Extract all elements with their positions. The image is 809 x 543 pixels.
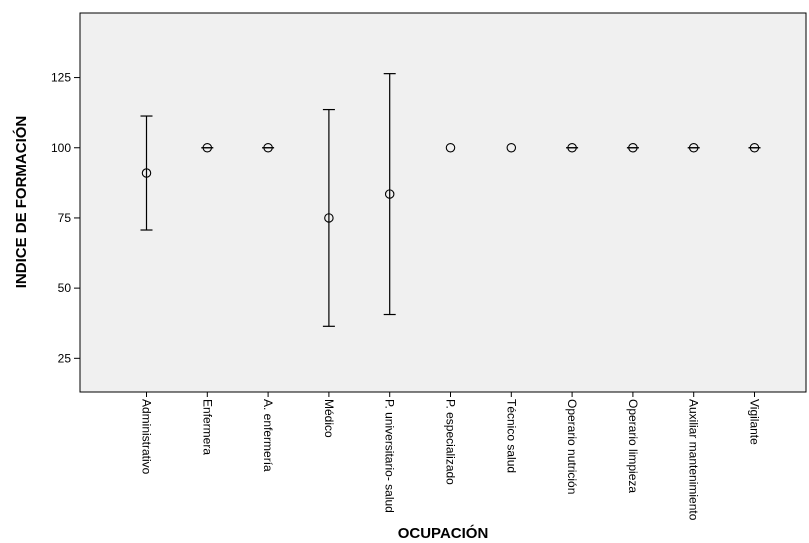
x-category-label-5: P. universitario- salud [383, 399, 397, 513]
x-category-label-10: Auxiliar mantenimiento [687, 399, 701, 521]
x-category-label-8: Operario nutrición [565, 399, 579, 494]
y-tick-label-125: 125 [51, 71, 71, 85]
x-category-label-4: Médico [322, 399, 336, 438]
x-category-label-2: Enfermera [200, 399, 214, 455]
mean-point-6 [445, 143, 456, 153]
x-category-label-9: Operario limpieza [626, 399, 640, 493]
chart-marks [140, 73, 761, 327]
x-category-label-1: Administrativo [140, 399, 154, 475]
mean-point-2 [202, 143, 213, 153]
y-axis-title: INDICE DE FORMACIÓN [12, 116, 30, 289]
mean-point-11 [749, 143, 760, 153]
mean-point-4 [324, 213, 334, 223]
x-category-label-6: P. especializado [444, 399, 458, 485]
mean-point-8 [567, 143, 577, 153]
mean-point-7 [506, 143, 517, 153]
x-category-label-3: A. enfermería [261, 399, 275, 472]
mean-point-5 [384, 189, 395, 199]
y-tick-label-75: 75 [58, 211, 72, 225]
x-category-label-11: Vigilante [748, 399, 762, 445]
x-category-label-7: Técnico salud [504, 399, 518, 473]
y-tick-label-100: 100 [51, 141, 71, 155]
y-axis: 25 50 75 100 125 [51, 71, 80, 365]
mean-point-9 [628, 143, 638, 153]
mean-point-3 [263, 143, 273, 153]
x-axis: Administrativo Enfermera A. enfermería Médi… [140, 392, 762, 521]
mean-point-10 [688, 143, 699, 153]
plot-area [79, 12, 807, 393]
y-tick-label-50: 50 [58, 281, 72, 295]
x-axis-title: OCUPACIÓN [398, 524, 489, 542]
y-tick-label-25: 25 [58, 351, 72, 365]
mean-point-1 [141, 168, 152, 178]
